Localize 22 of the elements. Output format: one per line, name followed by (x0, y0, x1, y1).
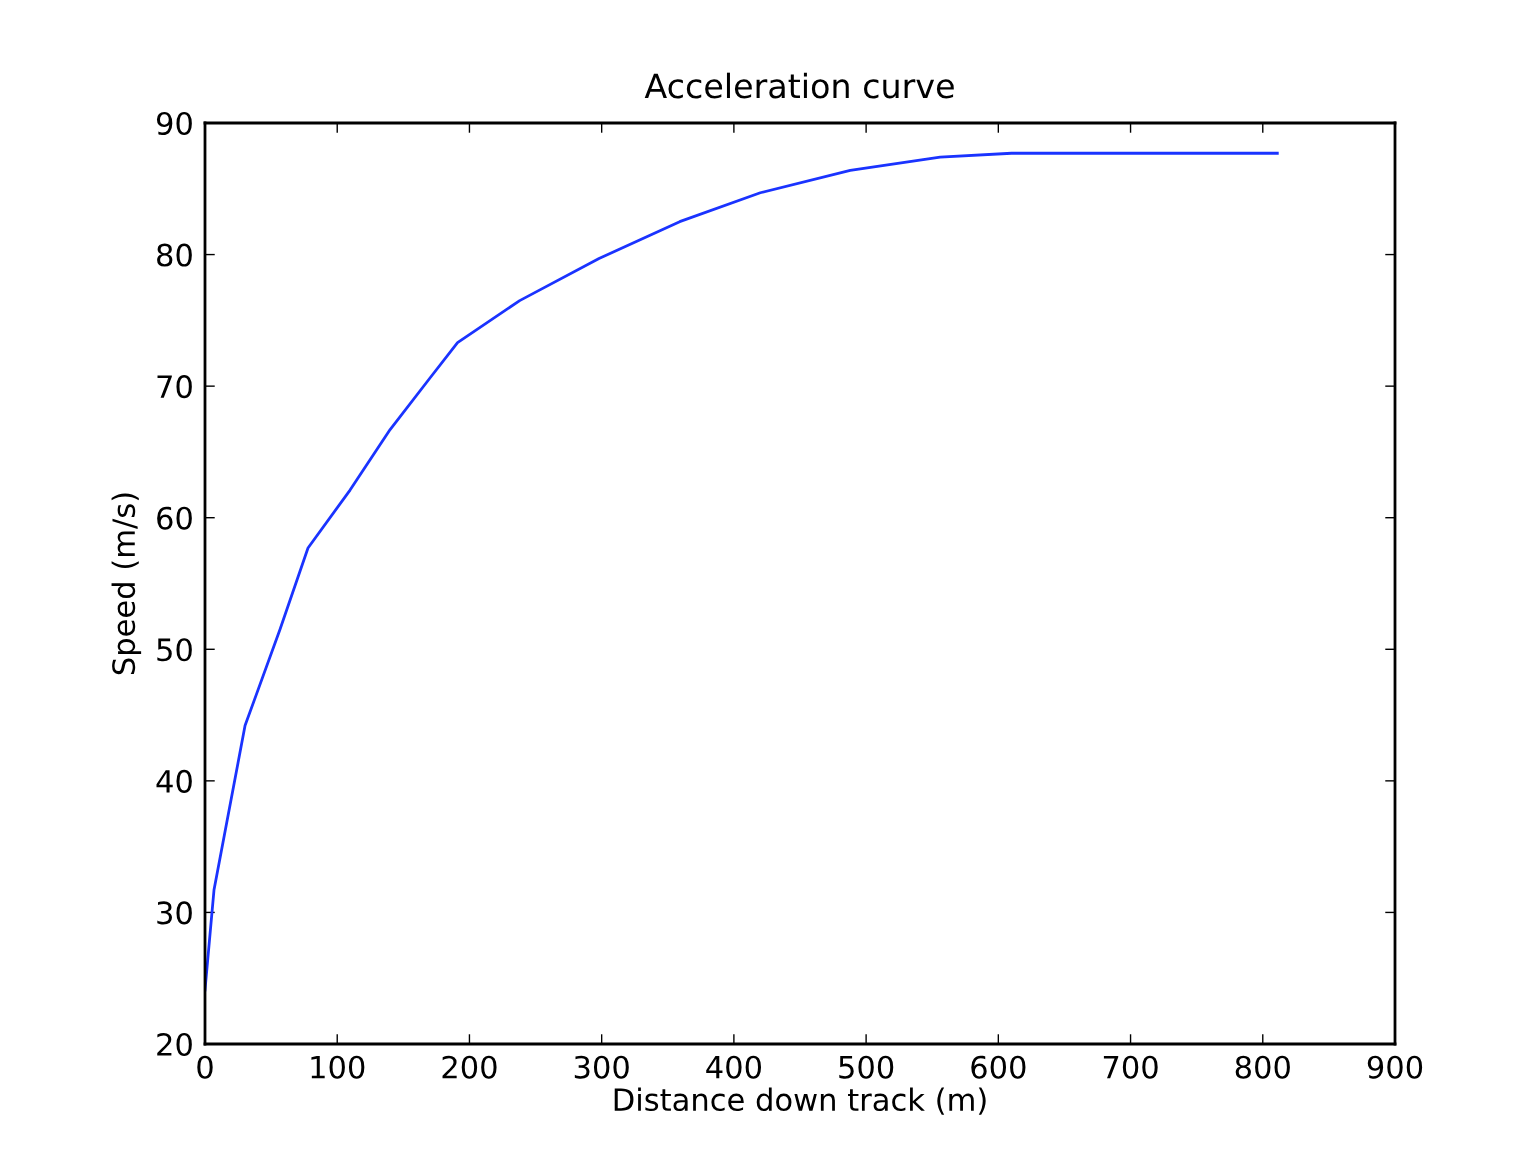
chart-title: Acceleration curve (644, 72, 954, 99)
line-series (205, 151, 1279, 992)
x-tick-label: 0 (197, 1055, 213, 1079)
y-tick-label: 70 (157, 375, 192, 399)
x-tick-label: 800 (1235, 1055, 1290, 1079)
x-tick-label: 300 (574, 1055, 629, 1079)
x-tick-label: 900 (1367, 1055, 1423, 1079)
y-tick-label: 60 (157, 506, 192, 530)
y-tick-label: 90 (156, 111, 192, 136)
x-tick-label: 100 (311, 1055, 365, 1079)
x-tick-label: 200 (442, 1055, 497, 1079)
x-axis-title: Distance down track (m) (614, 1087, 986, 1115)
y-tick-label: 50 (157, 638, 192, 662)
y-tick-label: 80 (157, 243, 192, 267)
y-axis-title: Speed (m/s) (111, 493, 142, 675)
y-tick-label: 30 (157, 901, 192, 925)
x-tick-label: 500 (839, 1055, 894, 1079)
x-tick-label: 400 (706, 1055, 762, 1079)
x-tick-label: 600 (971, 1055, 1026, 1079)
y-tick-label: 40 (156, 769, 192, 793)
x-tick-label: 700 (1103, 1055, 1158, 1079)
y-tick-label: 20 (157, 1032, 192, 1057)
